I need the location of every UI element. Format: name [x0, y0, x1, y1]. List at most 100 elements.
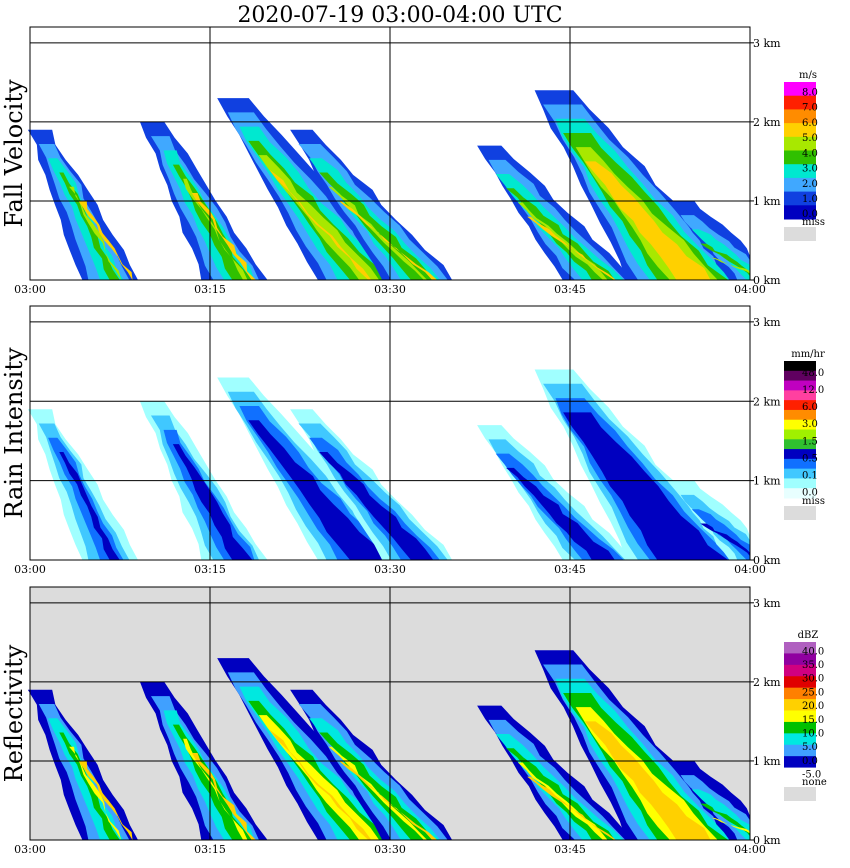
colorbar-swatch [784, 205, 816, 220]
y-tick-label: 1 km [753, 475, 781, 488]
colorbar-unit: dBZ [798, 630, 819, 641]
colorbar-label: 3.0 [802, 164, 818, 175]
colorbar-label: 0.0 [802, 488, 818, 499]
colorbar-label: 25.0 [802, 687, 824, 698]
echo-region [319, 172, 434, 280]
plot-frame [29, 26, 751, 281]
panel-reflectivity: 03:00 03:15 03:30 03:45 04:000 km 1 km 2 km 3 k… [0, 586, 827, 856]
y-tick-label: 1 km [753, 195, 781, 208]
missing-swatch [784, 506, 816, 520]
colorbar-label: 0.5 [802, 453, 818, 464]
y-tick-label: 2 km [753, 676, 781, 689]
colorbar-swatch [784, 390, 816, 401]
echo-region [248, 420, 384, 560]
colorbar-swatch [784, 449, 816, 460]
colorbar-swatch [784, 767, 816, 780]
colorbar-swatch [784, 361, 816, 372]
y-tick-label: 2 km [753, 116, 781, 129]
colorbar-swatch [784, 478, 816, 489]
colorbar-label: 48.0 [802, 368, 824, 379]
missing-label: miss [802, 496, 825, 507]
colorbar-swatch [784, 82, 816, 97]
colorbar-swatch [784, 710, 816, 723]
x-tick-label: 03:00 [14, 843, 46, 856]
echo-region [191, 193, 257, 280]
y-tick-label: 2 km [753, 395, 781, 408]
echo-region [319, 732, 434, 840]
echo-region [258, 155, 380, 280]
colorbar-label: 0.0 [802, 209, 818, 220]
colorbar-swatch [784, 744, 816, 757]
panel-rain-intensity: 03:00 03:15 03:30 03:45 04:000 km 1 km 2 km 3 k… [0, 305, 825, 576]
colorbar-label: 3.0 [802, 419, 818, 430]
x-tick-label: 03:45 [554, 563, 586, 576]
colorbar-label: 7.0 [802, 103, 818, 114]
echo-region [69, 186, 122, 280]
echo-region [59, 732, 120, 840]
echo-region [506, 188, 615, 280]
colorbar-label: 4.0 [802, 148, 818, 159]
plot-frame [29, 586, 751, 841]
echo-region [506, 467, 615, 560]
y-tick-label: 3 km [753, 37, 781, 50]
x-tick-label: 03:15 [194, 563, 226, 576]
panel-title: Fall Velocity [0, 79, 28, 228]
colorbar: dBZ 40.0 35.0 30.0 25.0 20.0 15.0 10.0 5.0 0.0 -5.… [784, 630, 827, 801]
y-tick-label: 0 km [753, 274, 781, 287]
y-tick-label: 3 km [753, 597, 781, 610]
plot-frame [29, 305, 751, 561]
echo-region [527, 216, 616, 280]
x-tick-label: 03:15 [194, 843, 226, 856]
echo-region [258, 715, 380, 840]
colorbar-swatch [784, 429, 816, 440]
colorbar-label: 5.0 [802, 742, 818, 753]
colorbar-swatch [784, 136, 816, 151]
echo-region [78, 760, 133, 840]
colorbar-swatch [784, 687, 816, 700]
echo-region [338, 760, 438, 840]
colorbar-swatch [784, 370, 816, 382]
x-tick-label: 03:45 [554, 843, 586, 856]
colorbar-swatch [784, 439, 816, 450]
colorbar-label: 0.0 [802, 756, 818, 767]
panel-title: Rain Intensity [0, 347, 28, 519]
colorbar-label: 12.0 [802, 385, 824, 396]
x-tick-label: 03:15 [194, 283, 226, 296]
echo-region [183, 738, 248, 840]
panel-fall-velocity: 03:00 03:15 03:30 03:45 04:000 km 1 km 2 km 3 k… [0, 26, 825, 296]
echo-region [69, 746, 122, 840]
colorbar-swatch [784, 150, 816, 165]
panel-title: Reflectivity [0, 644, 28, 782]
colorbar-label: 10.0 [802, 728, 824, 739]
colorbar-swatch [784, 721, 816, 734]
echo-region [319, 452, 434, 560]
colorbar-swatch [784, 409, 816, 421]
colorbar-label: -5.0 [802, 770, 821, 781]
colorbar-unit: m/s [799, 70, 817, 81]
colorbar-unit: mm/hr [791, 349, 825, 360]
y-tick-label: 1 km [753, 755, 781, 768]
x-tick-label: 04:00 [734, 843, 766, 856]
colorbar-label: 5.0 [802, 133, 818, 144]
colorbar-swatch [784, 733, 816, 746]
echo-region [338, 200, 438, 280]
echo-region [563, 412, 729, 560]
colorbar-swatch [784, 642, 816, 654]
x-tick-label: 04:00 [734, 283, 766, 296]
missing-label: miss [802, 217, 825, 228]
missing-label: none [802, 777, 827, 788]
colorbar-swatch [784, 699, 816, 711]
colorbar-swatch [784, 123, 816, 138]
colorbar-label: 1.0 [802, 194, 818, 205]
colorbar-label: 6.0 [802, 402, 818, 413]
colorbar-swatch [784, 191, 816, 206]
colorbar-swatch [784, 676, 816, 689]
echo-region [711, 257, 750, 280]
colorbar-label: 1.5 [802, 436, 818, 447]
echo-region [584, 161, 711, 280]
x-tick-label: 03:30 [374, 283, 406, 296]
echo-region [269, 169, 372, 280]
colorbar-label: 30.0 [802, 674, 824, 685]
colorbar-label: 2.0 [802, 179, 818, 190]
